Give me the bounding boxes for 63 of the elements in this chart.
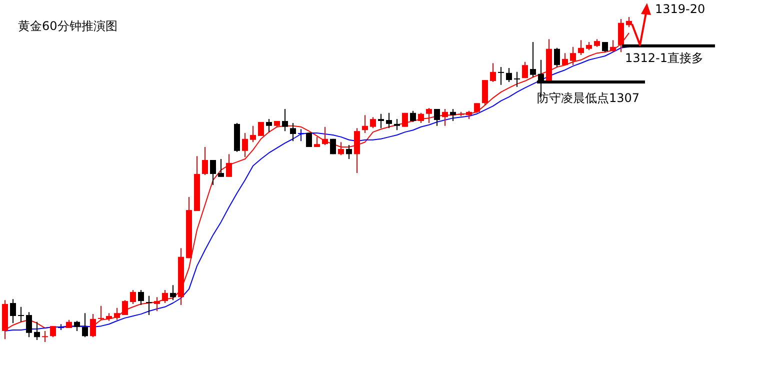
- candlestick: [242, 132, 248, 158]
- candlestick: [162, 290, 168, 304]
- candlestick: [482, 80, 488, 106]
- candlestick: [98, 305, 104, 320]
- candlestick: [338, 142, 344, 156]
- candlestick: [138, 290, 144, 306]
- candlestick: [218, 158, 224, 178]
- candlestick: [570, 46, 576, 66]
- candlestick: [498, 66, 504, 86]
- candlestick: [154, 296, 160, 312]
- candlestick: [322, 126, 328, 146]
- candlestick: [50, 326, 56, 338]
- candlestick: [290, 122, 296, 142]
- chart-title: 黄金60分钟推演图: [18, 19, 118, 33]
- candlestick: [18, 306, 24, 322]
- candlestick: [370, 116, 376, 129]
- candlestick: [250, 125, 256, 143]
- text: 1319-20: [655, 2, 706, 16]
- candlestick: [562, 52, 568, 66]
- ref-line-label: 1312-1直接多: [625, 51, 704, 65]
- candlestick: [146, 295, 152, 316]
- ref-line-label: 防守凌晨低点1307: [537, 91, 640, 105]
- candlestick: [282, 108, 288, 132]
- candlestick: [202, 146, 208, 176]
- candlestick: [394, 118, 400, 131]
- candlestick: [410, 110, 416, 122]
- candlestick: [34, 321, 40, 341]
- candlestick: [122, 300, 128, 316]
- candlestick: [82, 312, 88, 338]
- candlestick: [626, 16, 632, 28]
- candlestick: [266, 118, 272, 133]
- candlestick: [114, 307, 120, 320]
- candlestick: [442, 108, 448, 126]
- candlestick: [42, 330, 48, 342]
- candlestick: [130, 290, 136, 304]
- candlestick: [610, 40, 616, 53]
- candlestick: [346, 144, 352, 160]
- candlestick: [298, 128, 304, 142]
- candlestick: [450, 108, 456, 122]
- candlestick: [602, 42, 608, 53]
- candlestick: [426, 108, 432, 124]
- candlestick: [210, 160, 216, 186]
- candlestick: [354, 128, 360, 174]
- candlestick: [578, 40, 584, 56]
- candlestick: [170, 284, 176, 301]
- candlestick: [554, 47, 560, 68]
- candlestick: [258, 121, 264, 136]
- candlestick: [74, 320, 80, 332]
- candlestick: [386, 112, 392, 129]
- candlestick: [10, 298, 16, 324]
- candlestick: [490, 62, 496, 82]
- candlestick: [402, 112, 408, 128]
- candlestick: [434, 108, 440, 126]
- candlestick: [530, 42, 536, 78]
- candlestick: [522, 61, 528, 79]
- candlestick: [506, 68, 512, 82]
- candlestick: [474, 102, 480, 114]
- candlestick: [514, 71, 520, 88]
- candlestick: [378, 113, 384, 129]
- candlestick: [362, 114, 368, 134]
- candlestick: [226, 154, 232, 178]
- candlestick: [418, 112, 424, 124]
- candlestick: [26, 312, 32, 338]
